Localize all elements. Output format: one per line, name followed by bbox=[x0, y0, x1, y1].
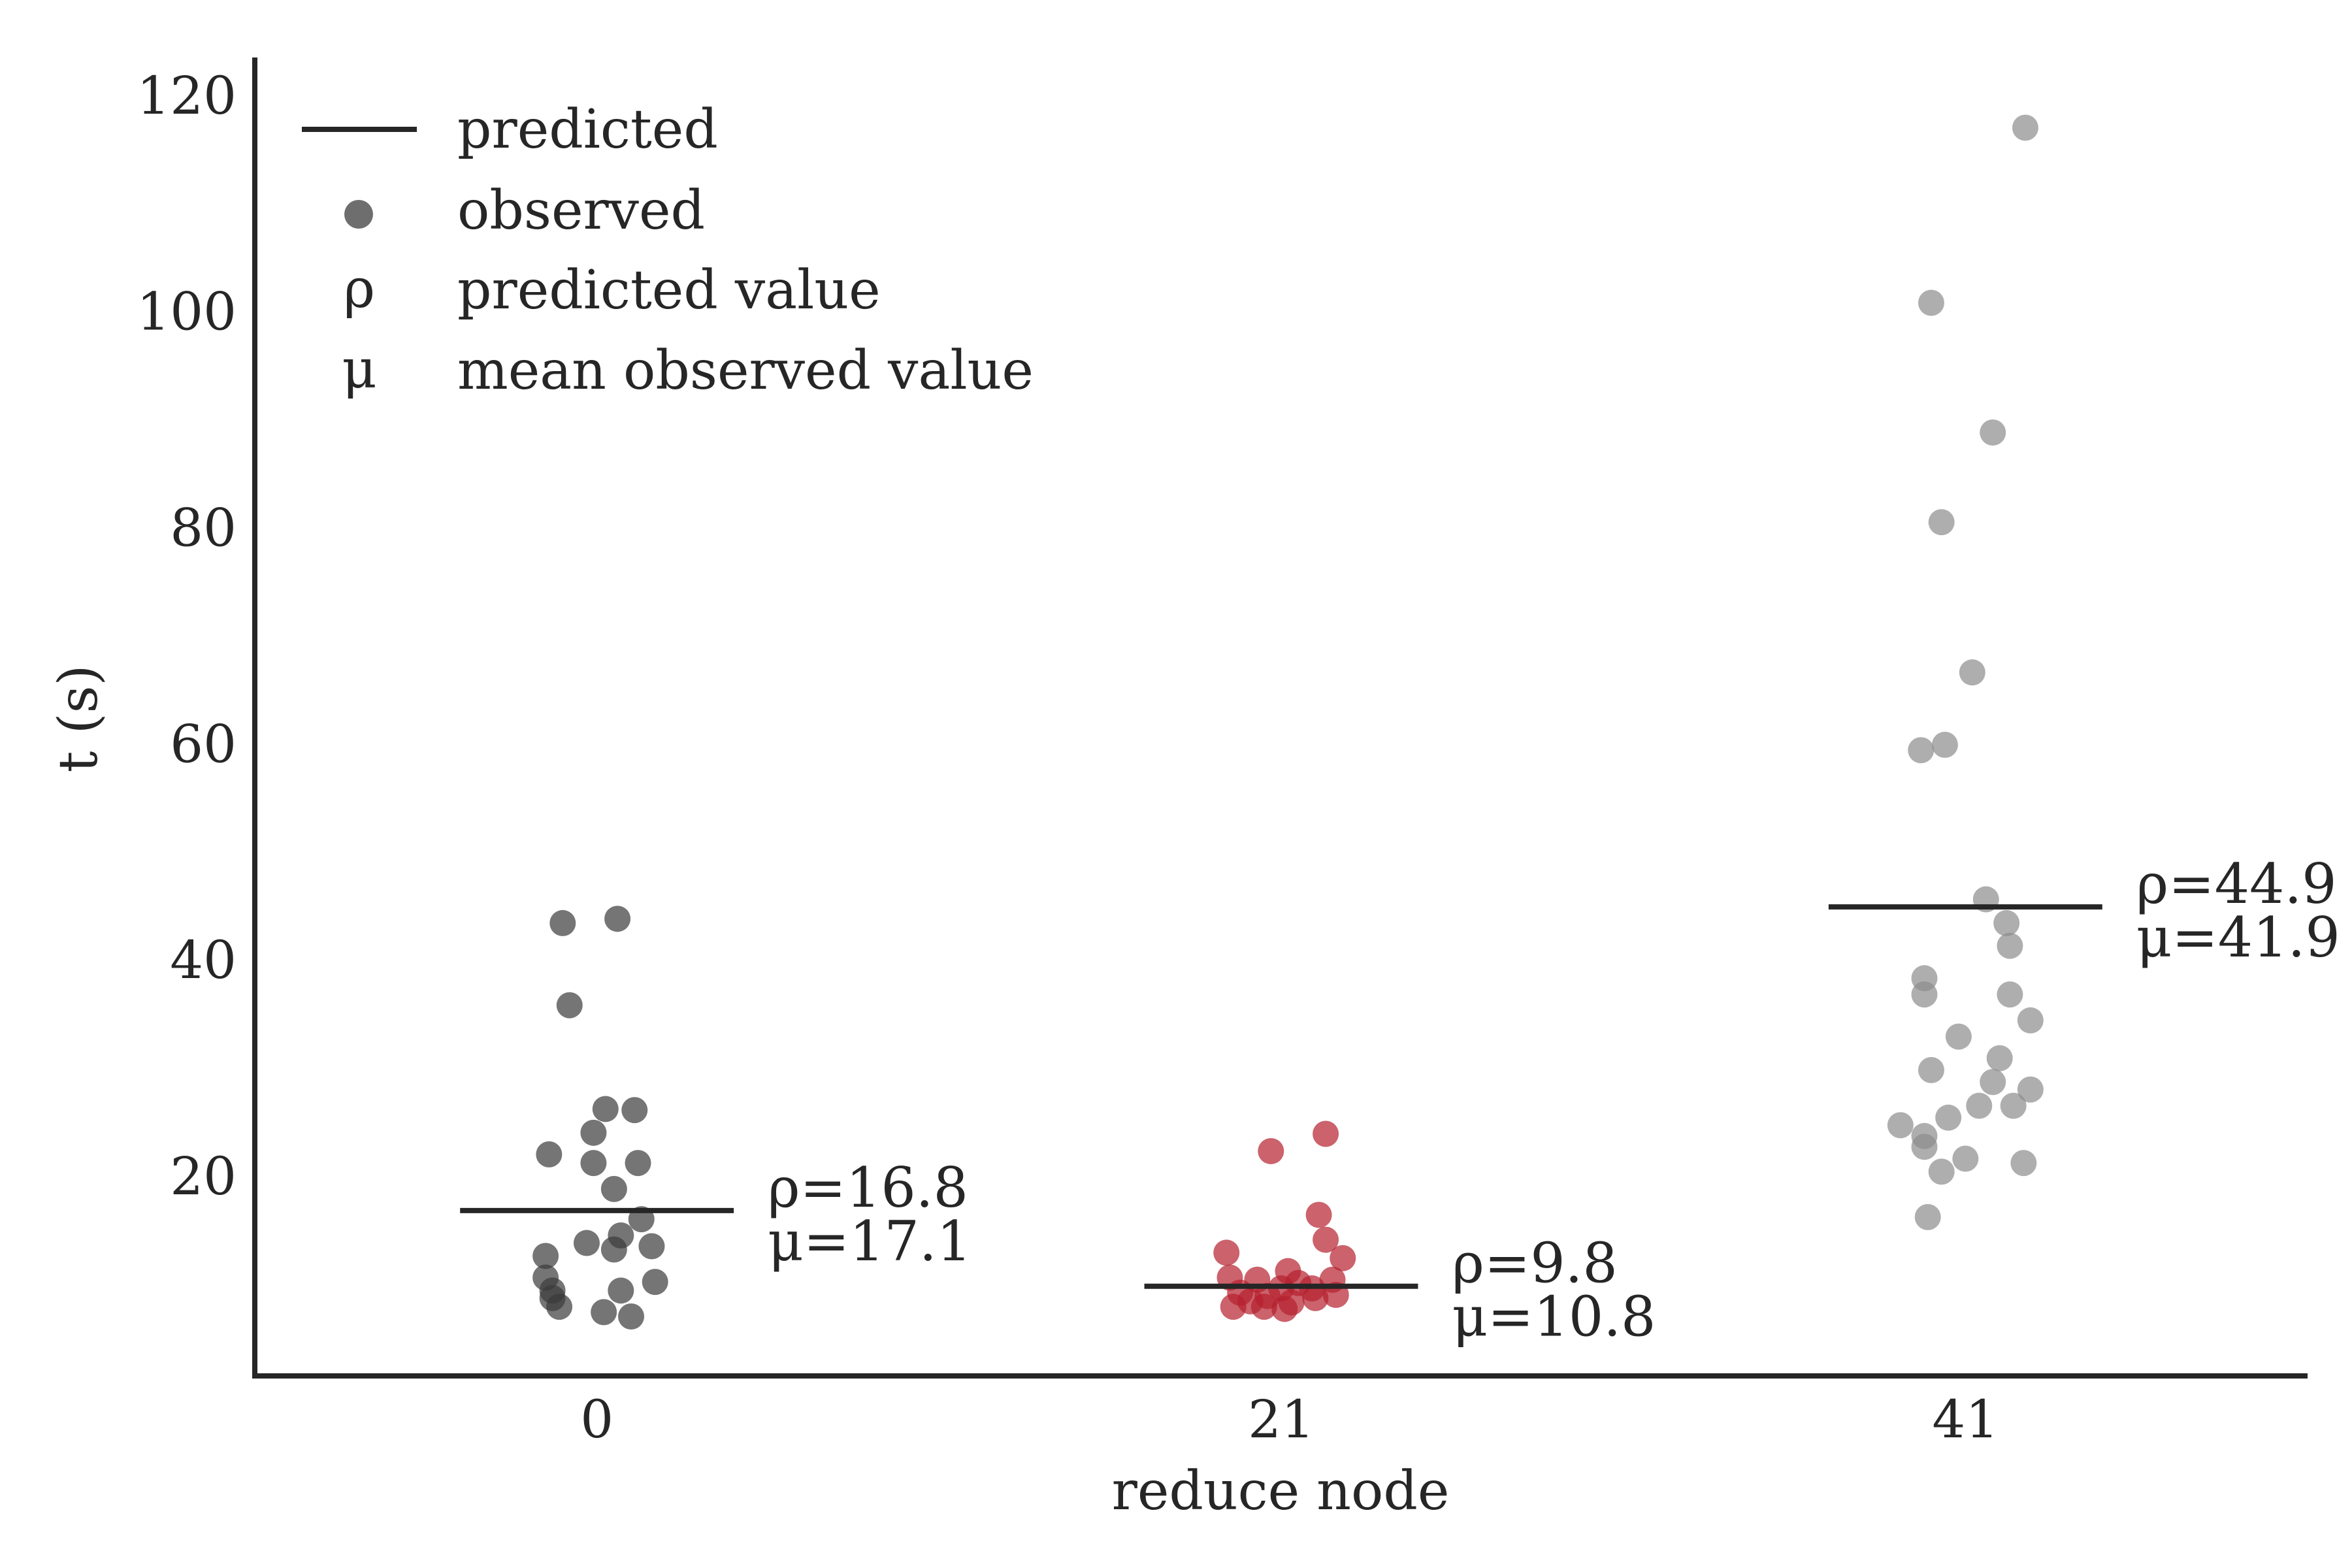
observed-point bbox=[642, 1269, 668, 1296]
observed-point bbox=[1980, 1069, 2006, 1096]
observed-point bbox=[600, 1175, 627, 1202]
observed-point bbox=[1997, 981, 2023, 1008]
legend-rho-symbol: ρ bbox=[344, 258, 375, 320]
legend-dot-swatch bbox=[344, 200, 373, 229]
plot-area: ρ=16.8μ=17.1 ρ=9.8μ=10.8 ρ=44.9μ=41.9 0 21 4… bbox=[137, 57, 2340, 1450]
observed-point bbox=[592, 1096, 619, 1122]
observed-point bbox=[536, 1141, 563, 1168]
y-tick-label: 20 bbox=[170, 1146, 237, 1207]
observed-point bbox=[1313, 1120, 1339, 1147]
observed-point bbox=[580, 1119, 607, 1146]
legend-label-mean-observed-value: mean observed value bbox=[457, 340, 1034, 402]
observed-point bbox=[1213, 1239, 1240, 1266]
observed-point bbox=[1918, 289, 1944, 316]
observed-point bbox=[1258, 1137, 1284, 1164]
observed-point bbox=[1928, 1158, 1955, 1185]
y-tick-label: 60 bbox=[170, 713, 237, 774]
observed-point bbox=[2012, 114, 2038, 141]
legend-label-predicted-value: predicted value bbox=[457, 259, 881, 321]
observed-point bbox=[1945, 1023, 1972, 1050]
observed-point bbox=[600, 1236, 627, 1263]
observed-point bbox=[2010, 1150, 2037, 1177]
observed-point bbox=[1931, 732, 1958, 759]
predicted-lines-layer bbox=[460, 904, 2102, 1289]
observed-point bbox=[1250, 1294, 1277, 1320]
legend-label-predicted: predicted bbox=[457, 99, 718, 161]
x-tick-label: 0 bbox=[580, 1389, 613, 1450]
observed-point bbox=[532, 1243, 559, 1269]
mean-observed-value-label: μ=17.1 bbox=[768, 1209, 972, 1273]
y-tick-label: 40 bbox=[170, 930, 237, 990]
y-tick-labels: 20 40 60 80 100 120 bbox=[137, 65, 237, 1207]
predicted-value-label: ρ=9.8 bbox=[1452, 1232, 1617, 1296]
x-tick-label: 41 bbox=[1932, 1389, 1999, 1450]
observed-point bbox=[556, 992, 583, 1019]
observed-point bbox=[1887, 1112, 1914, 1139]
observed-point bbox=[1914, 1203, 1941, 1230]
observed-point bbox=[1966, 1092, 1993, 1119]
observed-point bbox=[1313, 1226, 1339, 1253]
legend-label-observed: observed bbox=[457, 180, 705, 242]
observed-point bbox=[2000, 1092, 2027, 1119]
observed-point bbox=[621, 1097, 648, 1124]
observed-point bbox=[580, 1150, 607, 1177]
observed-point bbox=[1908, 737, 1935, 764]
observed-point bbox=[2017, 1076, 2044, 1103]
y-tick-label: 80 bbox=[170, 498, 237, 559]
x-tick-labels: 0 21 41 bbox=[580, 1389, 1999, 1450]
legend-mu-symbol: μ bbox=[342, 338, 376, 400]
observed-point bbox=[1911, 981, 1938, 1008]
observed-point bbox=[1952, 1145, 1979, 1172]
observed-point bbox=[1935, 1104, 1962, 1131]
observed-point bbox=[1997, 932, 2023, 959]
observed-point bbox=[625, 1150, 651, 1177]
x-axis-title: reduce node bbox=[1112, 1460, 1450, 1522]
observed-point bbox=[1959, 659, 1985, 686]
observed-point bbox=[1330, 1245, 1356, 1271]
annotations-layer: ρ=16.8μ=17.1 ρ=9.8μ=10.8 ρ=44.9μ=41.9 bbox=[768, 852, 2340, 1349]
observed-point bbox=[549, 909, 576, 936]
y-axis-title: t (s) bbox=[48, 664, 110, 772]
observed-point bbox=[2017, 1007, 2044, 1034]
predicted-value-label: ρ=16.8 bbox=[768, 1156, 968, 1220]
observed-point bbox=[546, 1294, 573, 1320]
y-tick-label: 120 bbox=[137, 65, 237, 126]
observed-point bbox=[1918, 1056, 1944, 1083]
mean-observed-value-label: μ=10.8 bbox=[1452, 1285, 1656, 1349]
mean-observed-value-label: μ=41.9 bbox=[2136, 906, 2340, 970]
y-tick-label: 100 bbox=[137, 282, 237, 342]
observed-point bbox=[604, 906, 631, 932]
observed-point bbox=[1302, 1284, 1329, 1311]
observed-point bbox=[591, 1299, 617, 1326]
legend: predicted observed ρ predicted value μ m… bbox=[302, 99, 1034, 402]
observed-point bbox=[638, 1233, 665, 1260]
observed-point bbox=[1271, 1296, 1298, 1322]
observed-point bbox=[1986, 1045, 2013, 1071]
observed-point bbox=[1220, 1294, 1247, 1320]
x-tick-label: 21 bbox=[1248, 1389, 1315, 1450]
points-layer bbox=[532, 114, 2044, 1330]
observed-point bbox=[1980, 419, 2006, 446]
observed-point bbox=[573, 1230, 600, 1256]
observed-point bbox=[1911, 1134, 1938, 1160]
predicted-value-label: ρ=44.9 bbox=[2136, 852, 2337, 916]
observed-point bbox=[608, 1277, 634, 1304]
observed-point bbox=[1928, 509, 1955, 536]
observed-point bbox=[1993, 909, 2020, 936]
observed-point bbox=[1305, 1201, 1332, 1228]
observed-point bbox=[618, 1303, 645, 1330]
